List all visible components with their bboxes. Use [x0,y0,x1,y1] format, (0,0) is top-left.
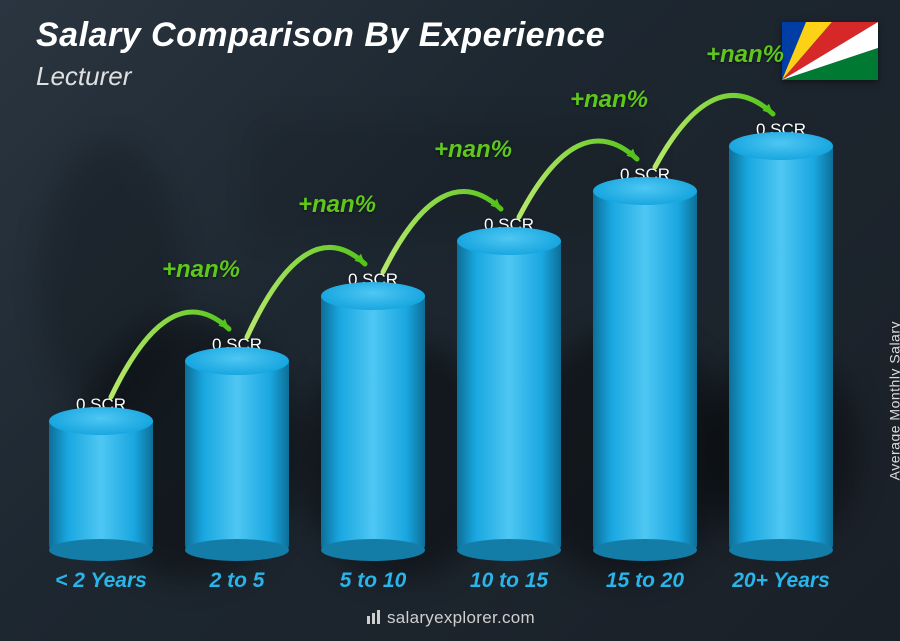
x-axis-label: 5 to 10 [314,569,432,593]
title-block: Salary Comparison By Experience Lecturer [36,16,605,92]
bar-group: 0 SCR [450,215,568,551]
bar-group: 0 SCR [722,120,840,551]
bar [185,361,289,551]
footer-text: salaryexplorer.com [387,608,535,627]
bar [49,421,153,551]
increase-label: +nan% [706,41,784,69]
footer: salaryexplorer.com [0,608,900,631]
chart-stage: Salary Comparison By Experience Lecturer… [0,0,900,641]
bar-group: 0 SCR [586,165,704,551]
bar-chart: 0 SCR0 SCR0 SCR0 SCR0 SCR0 SCR +nan%+nan… [36,120,846,551]
bar [593,191,697,551]
bar-group: 0 SCR [42,395,160,551]
x-axis-label: 10 to 15 [450,569,568,593]
chart-title: Salary Comparison By Experience [36,16,605,55]
bars-container: 0 SCR0 SCR0 SCR0 SCR0 SCR0 SCR [36,120,846,551]
bar [457,241,561,551]
x-axis-label: 2 to 5 [178,569,296,593]
bar-group: 0 SCR [178,335,296,551]
bar-group: 0 SCR [314,270,432,551]
flag-seychelles-icon [782,22,878,80]
bar [321,296,425,551]
x-axis-label: 20+ Years [722,569,840,593]
x-axis-label: < 2 Years [42,569,160,593]
x-axis-label: 15 to 20 [586,569,704,593]
logo-icon [365,608,383,631]
chart-subtitle: Lecturer [36,61,605,92]
bar [729,146,833,551]
y-axis-label: Average Monthly Salary [886,321,900,480]
x-axis-labels: < 2 Years 2 to 5 5 to 10 10 to 15 15 to 20 20… [36,569,846,593]
